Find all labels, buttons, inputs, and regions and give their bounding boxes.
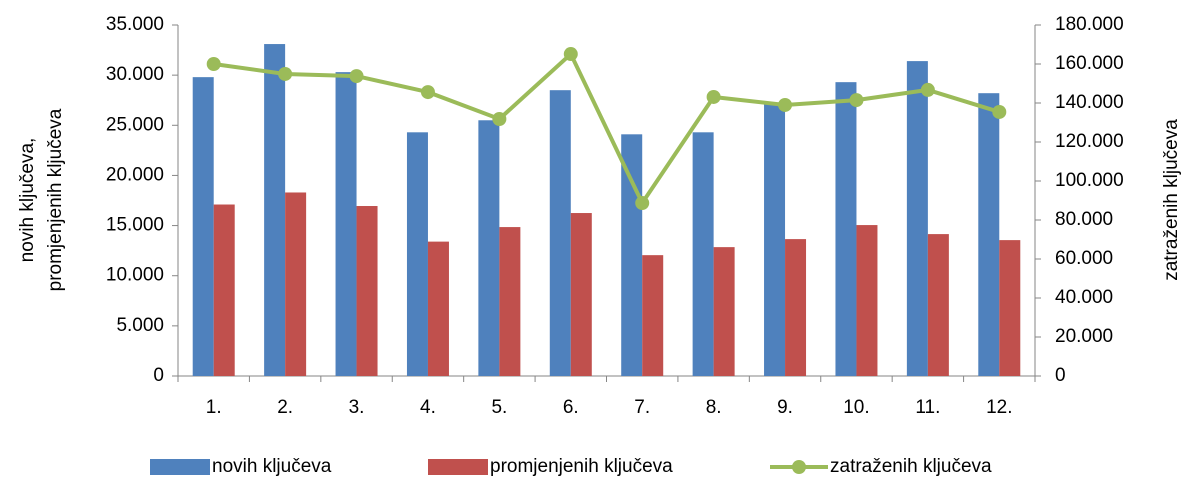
y-tick-label: 5.000 (116, 315, 164, 336)
x-tick-label: 5. (491, 397, 507, 418)
bar (927, 234, 949, 376)
y-axis-label: promjenjenih ključeva (45, 108, 66, 291)
legend-swatch (150, 459, 210, 475)
y2-tick-label: 160.000 (1055, 53, 1124, 74)
bar (978, 93, 1000, 377)
bar (642, 255, 664, 376)
line-point (278, 66, 293, 81)
line (213, 50, 1000, 208)
line-point (920, 82, 935, 97)
legend-label: novih ključeva (212, 456, 332, 477)
y-tick-label: 30.000 (106, 64, 164, 85)
x-tick-label: 7. (634, 397, 650, 418)
y2-tick-label: 100.000 (1055, 170, 1124, 191)
bar (570, 213, 592, 376)
x-tick-label: 9. (777, 397, 793, 418)
x-tick-label: 2. (277, 397, 293, 418)
bar (785, 239, 807, 376)
line-point (849, 93, 864, 108)
bar (713, 247, 735, 376)
bar (499, 227, 521, 376)
bar (406, 132, 428, 376)
y-tick-label: 25.000 (106, 114, 164, 135)
y2-tick-label: 60.000 (1055, 248, 1113, 269)
line-point (706, 89, 721, 104)
line-point (492, 111, 507, 126)
bar (264, 44, 286, 376)
y-tick-label: 35.000 (106, 14, 164, 35)
y2-tick-label: 140.000 (1055, 92, 1124, 113)
y-tick-label: 20.000 (106, 164, 164, 185)
bar (285, 192, 307, 376)
bar (835, 82, 857, 377)
y2-tick-label: 40.000 (1055, 287, 1113, 308)
y-tick-label: 0 (153, 365, 164, 386)
bar (906, 61, 928, 377)
bar (192, 77, 214, 377)
bar (549, 90, 571, 376)
y2-tick-label: 120.000 (1055, 131, 1124, 152)
line-point (635, 196, 650, 211)
bar (764, 104, 786, 377)
y-axis-label: novih ključeva, (17, 138, 38, 263)
bar (478, 120, 500, 377)
x-tick-label: 10. (843, 397, 869, 418)
bar (213, 204, 235, 376)
line-point (778, 97, 793, 112)
x-tick-label: 6. (563, 397, 579, 418)
y-tick-label: 10.000 (106, 265, 164, 286)
bar (427, 241, 449, 376)
y2-tick-label: 180.000 (1055, 14, 1124, 35)
x-tick-label: 4. (420, 397, 436, 418)
bar (999, 240, 1021, 376)
y2-tick-label: 80.000 (1055, 209, 1113, 230)
y2-tick-label: 0 (1055, 365, 1066, 386)
bar (692, 132, 714, 376)
x-tick-label: 1. (206, 397, 222, 418)
y2-axis-label: zatraženih ključeva (1161, 119, 1182, 281)
legend-label: zatraženih ključeva (830, 456, 992, 477)
line-point (420, 85, 435, 100)
bar (356, 206, 378, 376)
legend-label: promjenjenih ključeva (490, 456, 673, 477)
x-tick-label: 11. (915, 397, 940, 418)
line-point (206, 57, 221, 71)
x-tick-label: 12. (986, 397, 1012, 418)
x-tick-label: 3. (349, 397, 365, 418)
line-point (563, 47, 578, 62)
bar (335, 72, 357, 377)
line-point (349, 69, 364, 84)
x-tick-label: 8. (706, 397, 722, 418)
legend-swatch (792, 460, 806, 474)
bar (621, 134, 643, 376)
line-point (992, 104, 1007, 119)
y-tick-label: 15.000 (106, 215, 164, 236)
legend-swatch (428, 459, 488, 475)
y2-tick-label: 20.000 (1055, 326, 1113, 347)
bar (856, 225, 878, 376)
